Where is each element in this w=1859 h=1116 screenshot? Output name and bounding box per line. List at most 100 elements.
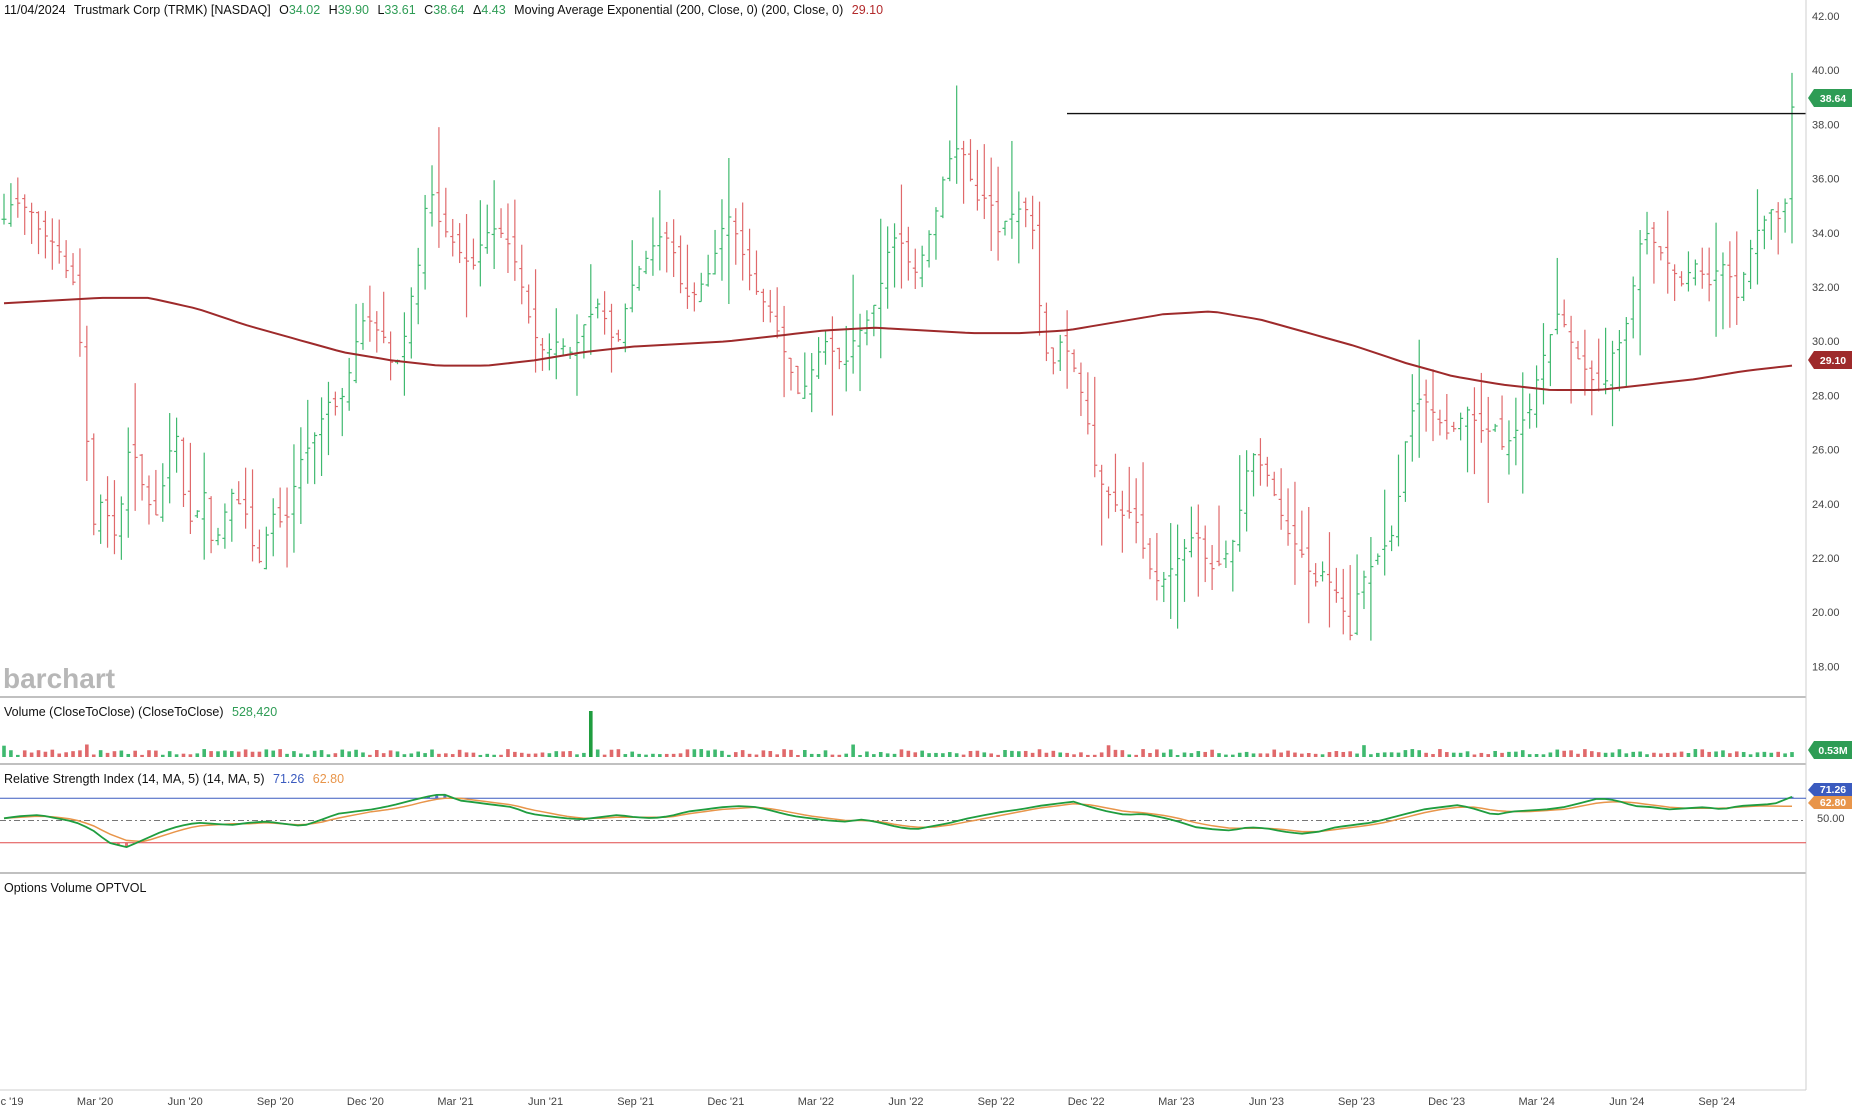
ohlc-bar[interactable]	[926, 230, 932, 268]
ohlc-bar[interactable]	[1175, 524, 1181, 629]
ohlc-bar[interactable]	[15, 177, 21, 218]
ohlc-bar[interactable]	[325, 381, 331, 456]
ohlc-bar[interactable]	[29, 202, 35, 244]
ohlc-bar[interactable]	[885, 226, 891, 309]
ohlc-bar[interactable]	[629, 240, 635, 313]
ohlc-bar[interactable]	[1630, 276, 1636, 339]
ohlc-bar[interactable]	[1106, 486, 1112, 519]
ohlc-bar[interactable]	[843, 325, 849, 392]
ohlc-bar[interactable]	[160, 463, 166, 522]
ohlc-bar[interactable]	[84, 325, 90, 481]
ohlc-bar[interactable]	[1119, 490, 1125, 553]
ohlc-bar[interactable]	[995, 166, 1001, 261]
ohlc-bar[interactable]	[781, 305, 787, 398]
ohlc-bar[interactable]	[1754, 189, 1760, 285]
ohlc-bar[interactable]	[1333, 567, 1339, 603]
ohlc-bar[interactable]	[367, 285, 373, 342]
ohlc-bar[interactable]	[201, 452, 207, 560]
ohlc-bar[interactable]	[1727, 241, 1733, 328]
ohlc-bar[interactable]	[1251, 453, 1257, 497]
ohlc-bar[interactable]	[726, 158, 732, 305]
ohlc-bar[interactable]	[408, 287, 414, 359]
ohlc-bar[interactable]	[712, 229, 718, 275]
ohlc-bar[interactable]	[105, 476, 111, 548]
ohlc-bar[interactable]	[788, 357, 794, 391]
ohlc-bar[interactable]	[1354, 554, 1360, 636]
ohlc-bar[interactable]	[415, 247, 421, 325]
ohlc-bar[interactable]	[1382, 489, 1388, 576]
ohlc-bar[interactable]	[1071, 349, 1077, 373]
ohlc-bar[interactable]	[836, 347, 842, 370]
ohlc-bar[interactable]	[1582, 329, 1588, 396]
ohlc-bar[interactable]	[153, 469, 159, 516]
ohlc-bar[interactable]	[63, 240, 69, 279]
ohlc-bar[interactable]	[1603, 327, 1609, 395]
ohlc-bar[interactable]	[56, 219, 62, 264]
ohlc-bar[interactable]	[1679, 271, 1685, 287]
ohlc-bar[interactable]	[1782, 198, 1788, 233]
ohlc-bar[interactable]	[850, 274, 856, 374]
ohlc-bar[interactable]	[263, 526, 269, 570]
ohlc-bar[interactable]	[498, 208, 504, 238]
ohlc-bar[interactable]	[898, 184, 904, 289]
ohlc-bar[interactable]	[829, 316, 835, 416]
ohlc-bar[interactable]	[208, 496, 214, 554]
ohlc-bar[interactable]	[1396, 454, 1402, 547]
ohlc-bar[interactable]	[588, 264, 594, 355]
ohlc-bar[interactable]	[125, 427, 131, 538]
ohlc-bar[interactable]	[1520, 372, 1526, 494]
ohlc-bar[interactable]	[1257, 438, 1263, 486]
ohlc-bar[interactable]	[1347, 565, 1353, 641]
ohlc-bar[interactable]	[1320, 561, 1326, 582]
ohlc-bar[interactable]	[1216, 505, 1222, 567]
ohlc-bar[interactable]	[146, 475, 152, 525]
ohlc-bar[interactable]	[1575, 340, 1581, 360]
ohlc-bar[interactable]	[215, 527, 221, 546]
ohlc-bar[interactable]	[774, 287, 780, 339]
ohlc-bar[interactable]	[1099, 464, 1105, 546]
ohlc-bar[interactable]	[698, 272, 704, 303]
ohlc-bar[interactable]	[1154, 533, 1160, 601]
ohlc-bar[interactable]	[1271, 471, 1277, 497]
ohlc-bar[interactable]	[174, 417, 180, 473]
ohlc-bar[interactable]	[194, 510, 200, 518]
ohlc-bar[interactable]	[270, 498, 276, 557]
ohlc-bar[interactable]	[609, 303, 615, 373]
ohlc-bar[interactable]	[1237, 455, 1243, 552]
ohlc-bar[interactable]	[1699, 247, 1705, 289]
ohlc-bar[interactable]	[229, 488, 235, 542]
ohlc-bar[interactable]	[1775, 202, 1781, 255]
ohlc-bar[interactable]	[381, 291, 387, 344]
ohlc-bar[interactable]	[49, 218, 55, 270]
ohlc-bar[interactable]	[733, 208, 739, 265]
ohlc-bar[interactable]	[905, 226, 911, 281]
ohlc-bar[interactable]	[1665, 210, 1671, 294]
ohlc-bar[interactable]	[1637, 230, 1643, 356]
ohlc-bar[interactable]	[740, 202, 746, 281]
ohlc-bar[interactable]	[180, 437, 186, 507]
ohlc-bar[interactable]	[1030, 195, 1036, 250]
ohlc-bar[interactable]	[1, 193, 7, 225]
ohlc-bar[interactable]	[671, 219, 677, 278]
ohlc-bar[interactable]	[374, 311, 380, 353]
ohlc-bar[interactable]	[1292, 481, 1298, 585]
ohlc-bar[interactable]	[1465, 406, 1471, 473]
ohlc-bar[interactable]	[892, 223, 898, 288]
ohlc-bar[interactable]	[1554, 257, 1560, 335]
ohlc-bar[interactable]	[560, 338, 566, 357]
ohlc-bar[interactable]	[954, 85, 960, 184]
ohlc-bar[interactable]	[312, 432, 318, 485]
ohlc-bar[interactable]	[871, 304, 877, 337]
ohlc-bar[interactable]	[250, 469, 256, 562]
ohlc-bar[interactable]	[1499, 395, 1505, 450]
ohlc-bar[interactable]	[1561, 299, 1567, 328]
ohlc-bar[interactable]	[187, 442, 193, 534]
ohlc-bar[interactable]	[1658, 246, 1664, 261]
ohlc-bar[interactable]	[1458, 412, 1464, 441]
ohlc-bar[interactable]	[1444, 394, 1450, 440]
ohlc-bar[interactable]	[912, 248, 918, 289]
ohlc-bar[interactable]	[802, 352, 808, 399]
ohlc-bar[interactable]	[1734, 231, 1740, 325]
ohlc-bar[interactable]	[1685, 251, 1691, 292]
ohlc-bar[interactable]	[1092, 376, 1098, 478]
